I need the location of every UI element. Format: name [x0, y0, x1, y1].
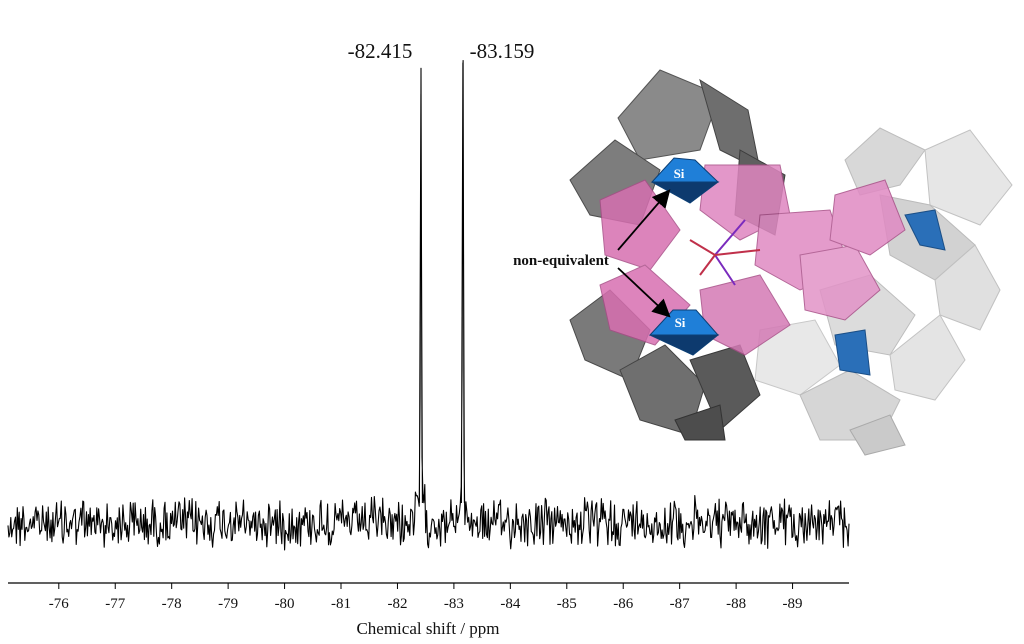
- peak-label-1: -82.415: [348, 39, 413, 63]
- x-axis-ticks: -76 -77 -78 -79 -80 -81 -82 -83 -84 -85 -86 -87 -88 -…: [49, 583, 803, 612]
- x-tick-label: -86: [613, 596, 633, 612]
- x-tick-label: -82: [387, 596, 407, 612]
- x-tick-label: -84: [500, 596, 520, 612]
- annotation-non-equivalent: non-equivalent: [513, 253, 609, 269]
- x-tick-label: -83: [444, 596, 464, 612]
- si-tetrahedron-top: Si: [650, 157, 720, 204]
- x-tick-label: -76: [49, 596, 69, 612]
- x-tick-label: -89: [783, 596, 803, 612]
- x-tick-label: -78: [162, 596, 182, 612]
- annotation-arrow-bottom: [617, 267, 671, 318]
- x-tick-label: -77: [105, 596, 125, 612]
- central-bonds: [689, 219, 761, 286]
- x-tick-label: -85: [557, 596, 577, 612]
- annotation-arrow-top: [617, 189, 671, 251]
- x-tick-label: -88: [726, 596, 746, 612]
- si-label-bottom: Si: [675, 315, 686, 330]
- x-tick-label: -81: [331, 596, 351, 612]
- x-axis-label: Chemical shift / ppm: [356, 619, 499, 638]
- si-label-top: Si: [674, 166, 685, 181]
- peak-label-2: -83.159: [470, 39, 535, 63]
- x-tick-label: -80: [275, 596, 295, 612]
- si-tetrahedron-bottom: Si: [648, 309, 720, 356]
- x-tick-label: -87: [670, 596, 690, 612]
- x-tick-label: -79: [218, 596, 238, 612]
- polyhedral-structure-inset: Si Si non-equivalent: [513, 69, 1013, 456]
- spectrum-trace: [7, 59, 850, 551]
- light-polyhedra-cluster: [754, 127, 1013, 456]
